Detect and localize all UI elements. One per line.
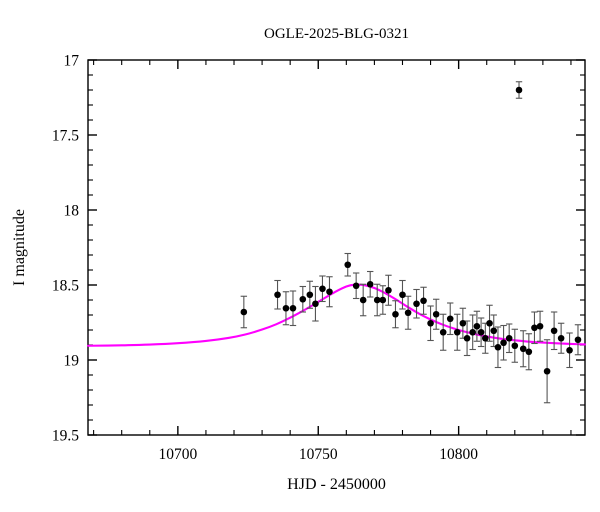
model-curve xyxy=(86,283,587,347)
data-point xyxy=(326,288,333,296)
y-tick-label: 17.5 xyxy=(52,128,79,145)
data-point xyxy=(473,322,481,330)
x-axis-tick-labels: 10700 10750 10800 xyxy=(158,446,478,463)
y-tick-label: 19.5 xyxy=(52,428,79,445)
data-point xyxy=(352,282,360,290)
data-point xyxy=(494,343,502,351)
data-point xyxy=(240,308,248,316)
x-tick-label: 10750 xyxy=(299,446,338,463)
data-point xyxy=(373,296,381,304)
data-point xyxy=(359,296,367,304)
plot-frame xyxy=(87,59,586,436)
data-point xyxy=(531,324,538,332)
data-point xyxy=(505,334,513,342)
y-tick-label: 17 xyxy=(64,53,80,70)
data-point xyxy=(439,328,447,336)
data-point xyxy=(557,334,565,342)
data-point xyxy=(299,295,307,303)
data-point xyxy=(282,304,290,312)
data-point xyxy=(427,319,434,327)
data-point xyxy=(515,86,523,94)
data-point xyxy=(399,291,406,299)
data-point xyxy=(511,342,519,350)
y-axis-tick-labels: 17 17.5 18 18.5 19 19.5 xyxy=(52,53,79,445)
data-point xyxy=(477,328,485,336)
data-point xyxy=(490,327,498,335)
data-point xyxy=(469,328,476,336)
data-point xyxy=(420,297,427,305)
y-tick-label: 19 xyxy=(64,353,80,370)
y-tick-label: 18 xyxy=(64,203,80,220)
model-curve-path xyxy=(86,283,587,347)
data-point xyxy=(413,300,420,308)
data-point xyxy=(432,310,440,318)
y-axis-title: I magnitude xyxy=(11,209,28,286)
data-point xyxy=(543,367,551,375)
data-point xyxy=(319,285,326,293)
data-point xyxy=(459,319,467,327)
data-point xyxy=(385,286,392,294)
data-point xyxy=(344,261,352,269)
data-point xyxy=(550,327,558,335)
data-point xyxy=(312,300,319,308)
data-points xyxy=(240,86,582,375)
data-point xyxy=(366,280,374,288)
data-point xyxy=(453,328,461,336)
data-point xyxy=(446,315,454,323)
data-point xyxy=(274,291,281,299)
chart-title: OGLE-2025-BLG-0321 xyxy=(264,26,409,42)
data-point xyxy=(404,309,412,317)
y-tick-label: 18.5 xyxy=(52,278,79,295)
data-point xyxy=(566,346,573,354)
data-point xyxy=(536,322,544,330)
data-point xyxy=(306,291,314,299)
data-point xyxy=(379,296,387,304)
data-point xyxy=(500,339,507,347)
data-point xyxy=(486,319,493,327)
data-point xyxy=(519,345,527,353)
data-point xyxy=(392,310,399,318)
x-axis-ticks xyxy=(93,60,572,435)
x-axis-title: HJD - 2450000 xyxy=(287,476,386,493)
data-point xyxy=(463,334,471,342)
data-point xyxy=(525,348,533,356)
data-point xyxy=(482,334,489,342)
plot-box xyxy=(87,59,586,436)
data-point xyxy=(574,336,582,344)
x-tick-label: 10800 xyxy=(439,446,478,463)
data-point xyxy=(289,304,297,312)
x-tick-label: 10700 xyxy=(158,446,197,463)
